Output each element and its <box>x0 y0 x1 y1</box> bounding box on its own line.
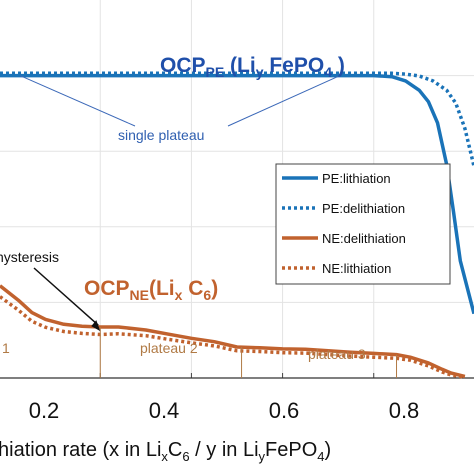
legend-label-pe-delithiation: PE:delithiation <box>322 201 405 216</box>
legend-label-ne-lithiation: NE:lithiation <box>322 261 391 276</box>
legend: PE:lithiation PE:delithiation NE:delithi… <box>275 163 451 285</box>
x-tick-label-3: 0.8 <box>389 398 420 423</box>
legend-label-ne-delithiation: NE:delithiation <box>322 231 406 246</box>
single-plateau-label: single plateau <box>118 127 204 143</box>
single-plateau-pointer-right <box>227 75 341 127</box>
x-tick-label-1: 0.4 <box>149 398 180 423</box>
legend-box <box>275 163 451 285</box>
x-axis-label: hiation rate (x in LixC6 / y in LiyFePO4… <box>0 439 331 464</box>
ocp-pe-label: OCPPE (Liy FePO4 ) <box>160 54 345 80</box>
series-line-ne-delithiation <box>0 284 466 379</box>
hysteresis-arrow-head <box>91 320 101 332</box>
hysteresis-label: hysteresis <box>0 249 59 265</box>
series-line-ne-lithiation <box>0 295 466 379</box>
plateau-3-label: plateau 3 <box>308 346 366 362</box>
x-tick-label-2: 0.6 <box>269 398 300 423</box>
legend-label-pe-lithiation: PE:lithiation <box>322 171 391 186</box>
series-line-pe-lithiation <box>0 73 474 315</box>
series-line-pe-delithiation <box>0 71 474 167</box>
hysteresis-arrow-shaft <box>33 267 99 326</box>
plateau-2-label: plateau 2 <box>140 340 198 356</box>
x-tick-label-0: 0.2 <box>29 398 60 423</box>
series-lines <box>0 71 474 379</box>
ocp-ne-label: OCPNE(Lix C6) <box>84 277 218 303</box>
plateau-1-label: 1 <box>2 340 10 356</box>
annotation-marks <box>19 75 398 378</box>
single-plateau-pointer-left <box>19 75 136 127</box>
